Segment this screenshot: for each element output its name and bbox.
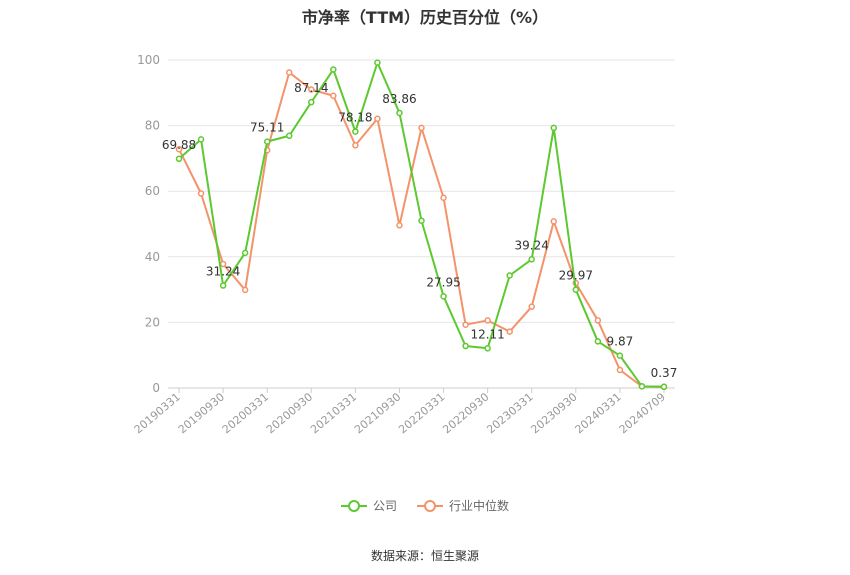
data-label: 0.37	[651, 366, 678, 380]
point-0-5	[285, 132, 293, 140]
x-tick-label: 20220930	[440, 390, 491, 436]
point-1-8	[352, 142, 359, 149]
data-label: 69.88	[162, 138, 196, 152]
data-label: 31.24	[206, 265, 240, 279]
x-tick-label: 20240331	[573, 390, 624, 436]
point-0-21	[638, 383, 646, 390]
legend-item-industry-median[interactable]: 行业中位数	[417, 497, 509, 514]
series-line-0	[178, 61, 664, 388]
point-1-12	[440, 194, 447, 202]
x-tick-label: 20210930	[352, 390, 403, 436]
y-tick-label: 0	[152, 381, 160, 395]
point-0-8	[352, 128, 359, 135]
point-1-5	[285, 69, 293, 76]
data-label: 83.86	[382, 92, 416, 106]
series-layer	[175, 59, 668, 391]
point-1-13	[462, 321, 469, 328]
data-label: 78.18	[338, 111, 372, 125]
point-1-7	[330, 92, 337, 100]
point-1-14	[484, 317, 491, 324]
data-label: 27.95	[426, 275, 460, 289]
point-0-0	[175, 155, 183, 163]
legend-label-industry-median: 行业中位数	[449, 499, 510, 513]
legend: 公司 行业中位数	[0, 497, 850, 514]
point-0-19	[594, 338, 602, 345]
point-1-6	[308, 86, 315, 93]
point-1-19	[594, 317, 602, 324]
point-1-11	[418, 124, 425, 132]
point-0-15	[506, 272, 513, 279]
x-tick-label: 20230930	[528, 390, 579, 436]
x-tick-label: 20200930	[264, 390, 315, 436]
point-0-12	[440, 293, 447, 300]
y-tick-label: 20	[145, 315, 160, 329]
point-0-9	[374, 59, 381, 66]
point-0-3	[241, 249, 249, 257]
x-tick-label: 20230331	[484, 390, 535, 436]
data-labels: 69.88 31.24 75.11 87.14 78.18 83.86 27.95 12.11…	[162, 81, 677, 380]
legend-swatch-company	[340, 499, 367, 513]
x-tick-label: 20240709	[617, 390, 668, 436]
point-0-11	[418, 217, 425, 224]
chart-title: 市净率（TTM）历史百分位（%）	[301, 8, 549, 27]
point-0-22	[660, 383, 668, 391]
line-chart: 2019033120190930202003312020093020210331…	[132, 53, 678, 436]
x-tick-label: 20190331	[132, 390, 183, 436]
x-tick-label: 20220331	[396, 390, 447, 436]
data-label: 87.14	[294, 81, 328, 95]
legend-item-company[interactable]: 公司	[340, 497, 397, 514]
series-line-1	[178, 71, 664, 388]
data-label: 12.11	[470, 327, 504, 341]
x-tick-label: 20200331	[220, 390, 271, 436]
y-tick-label: 60	[145, 184, 160, 198]
point-1-0	[175, 145, 183, 153]
point-0-10	[396, 109, 403, 117]
data-label: 29.97	[559, 269, 593, 283]
y-axis: 0 20 40 60 80 100	[137, 53, 160, 395]
data-label: 9.87	[607, 335, 634, 349]
point-0-18	[572, 286, 580, 293]
point-0-4	[263, 138, 271, 145]
point-0-17	[550, 124, 558, 132]
data-label: 39.24	[515, 238, 549, 252]
point-1-1	[197, 190, 205, 197]
point-1-17	[550, 218, 558, 225]
point-1-15	[506, 328, 513, 335]
y-tick-label: 40	[145, 250, 160, 264]
point-0-1	[197, 136, 205, 143]
point-0-16	[528, 256, 535, 263]
x-tick-label: 20210331	[308, 390, 359, 436]
legend-label-company: 公司	[372, 499, 397, 513]
point-0-6	[308, 98, 315, 106]
source-note: 数据来源：恒生聚源	[370, 549, 479, 563]
point-1-3	[241, 286, 249, 294]
x-axis: 2019033120190930202003312020093020210331…	[132, 388, 668, 436]
y-tick-label: 100	[137, 53, 160, 67]
x-tick-label: 20190930	[176, 390, 227, 436]
data-label: 75.11	[250, 121, 284, 135]
point-1-9	[374, 115, 381, 122]
point-0-20	[616, 352, 624, 359]
point-1-20	[616, 366, 624, 374]
point-0-2	[219, 282, 227, 289]
point-1-10	[396, 222, 403, 229]
point-0-7	[330, 66, 337, 73]
point-0-13	[462, 342, 469, 350]
y-tick-label: 80	[145, 119, 160, 133]
legend-swatch-industry-median	[417, 499, 443, 513]
point-1-16	[528, 303, 535, 310]
point-0-14	[484, 345, 491, 352]
